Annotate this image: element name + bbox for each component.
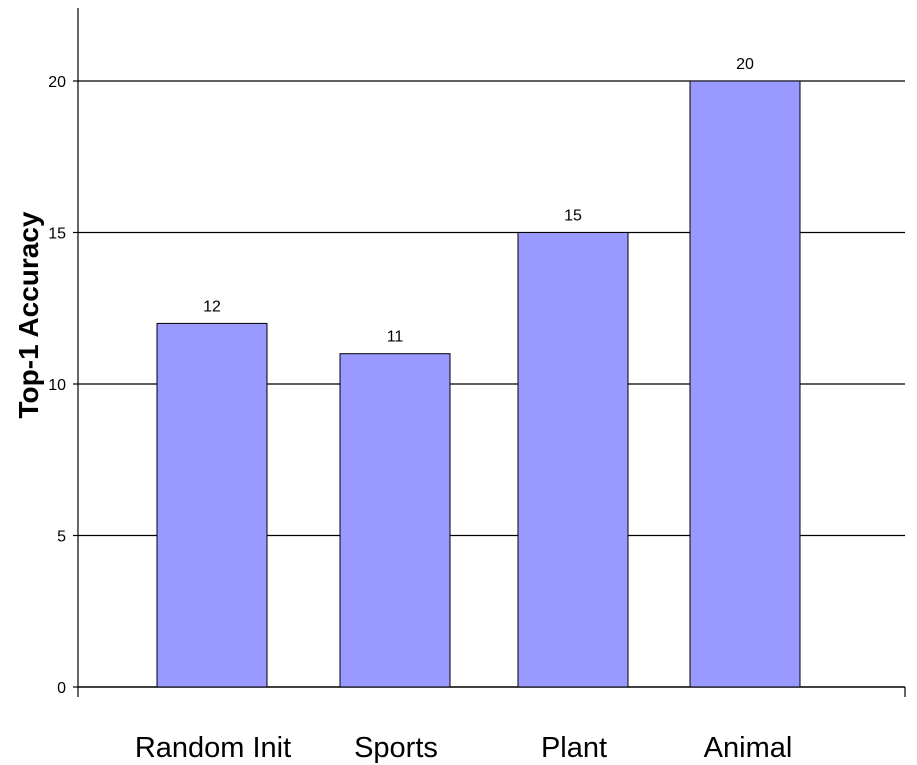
y-axis-title: Top-1 Accuracy bbox=[13, 211, 44, 418]
data-label: 20 bbox=[736, 56, 754, 73]
bar-plant bbox=[517, 232, 629, 688]
y-tick-label: 15 bbox=[48, 226, 66, 243]
bar-animal bbox=[689, 80, 801, 688]
bar-sports bbox=[339, 353, 451, 688]
x-tick-label: Random Init bbox=[135, 732, 291, 764]
data-label: 11 bbox=[387, 329, 404, 346]
bars bbox=[156, 80, 801, 688]
bar-random-init bbox=[156, 322, 268, 688]
y-tick-label: 10 bbox=[48, 377, 66, 394]
y-tick-label: 0 bbox=[57, 680, 66, 697]
data-label: 15 bbox=[564, 208, 582, 225]
x-tick-label: Sports bbox=[354, 732, 438, 764]
labels: 12 Random Init 11 Sports 15 Plant 20 Animal bbox=[135, 56, 793, 764]
y-tick-label: 5 bbox=[57, 529, 66, 546]
x-tick-label: Plant bbox=[541, 732, 607, 764]
y-tick-label: 20 bbox=[48, 74, 66, 91]
data-label: 12 bbox=[203, 298, 221, 315]
x-tick-label: Animal bbox=[704, 732, 793, 764]
